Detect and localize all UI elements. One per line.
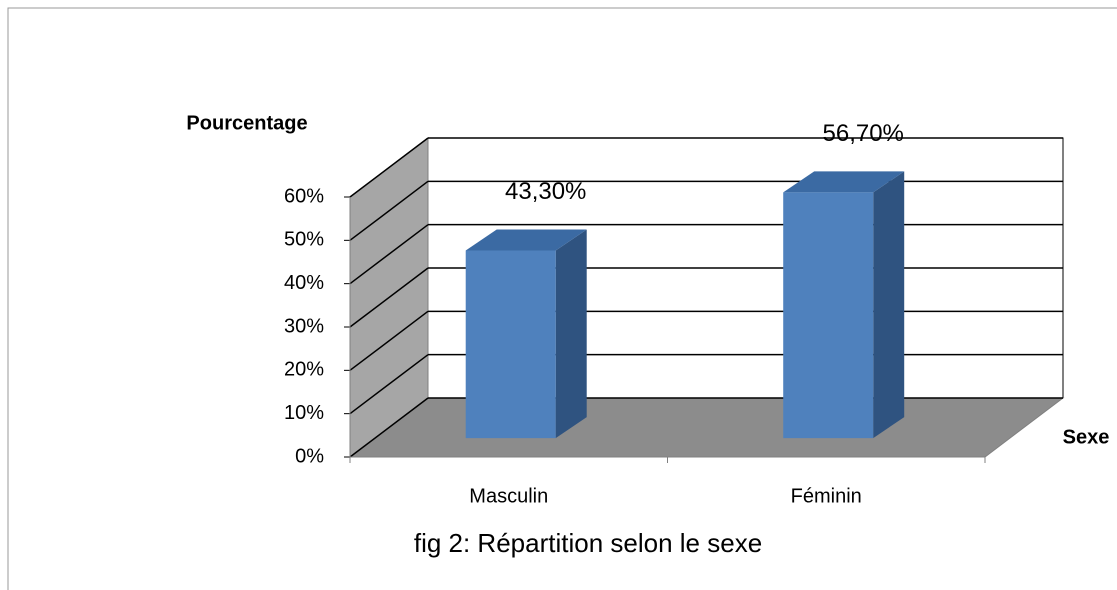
grid-line xyxy=(349,224,429,285)
y-tick-label: 20% xyxy=(284,359,324,381)
y-tick-label: 60% xyxy=(284,185,324,207)
data-label: 56,70% xyxy=(823,120,904,147)
y-tick-label: 50% xyxy=(284,229,324,251)
x-tick-label: Masculin xyxy=(469,485,548,507)
x-axis-label: Sexe xyxy=(1063,426,1110,448)
y-tick-label: 0% xyxy=(295,445,324,467)
frame xyxy=(7,7,1117,590)
grid-line xyxy=(349,310,429,371)
bar-top xyxy=(783,171,905,193)
grid-line xyxy=(349,354,429,415)
y-tick-label: 10% xyxy=(284,402,324,424)
bar xyxy=(783,192,874,439)
data-label: 43,30% xyxy=(505,178,586,205)
floor xyxy=(348,397,1065,458)
y-tick-label: 40% xyxy=(284,272,324,294)
grid-line xyxy=(349,137,429,198)
bar-side xyxy=(555,229,587,439)
grid-line xyxy=(349,180,429,241)
bar-top xyxy=(465,229,587,251)
grid-line xyxy=(349,397,429,458)
bar-side xyxy=(873,171,905,439)
chart-title: fig 2: Répartition selon le sexe xyxy=(414,528,762,558)
x-tick-label: Féminin xyxy=(791,485,862,507)
y-tick-label: 30% xyxy=(284,315,324,337)
grid-line xyxy=(349,267,429,328)
y-axis-label: Pourcentage xyxy=(186,112,307,134)
bar xyxy=(465,250,556,439)
